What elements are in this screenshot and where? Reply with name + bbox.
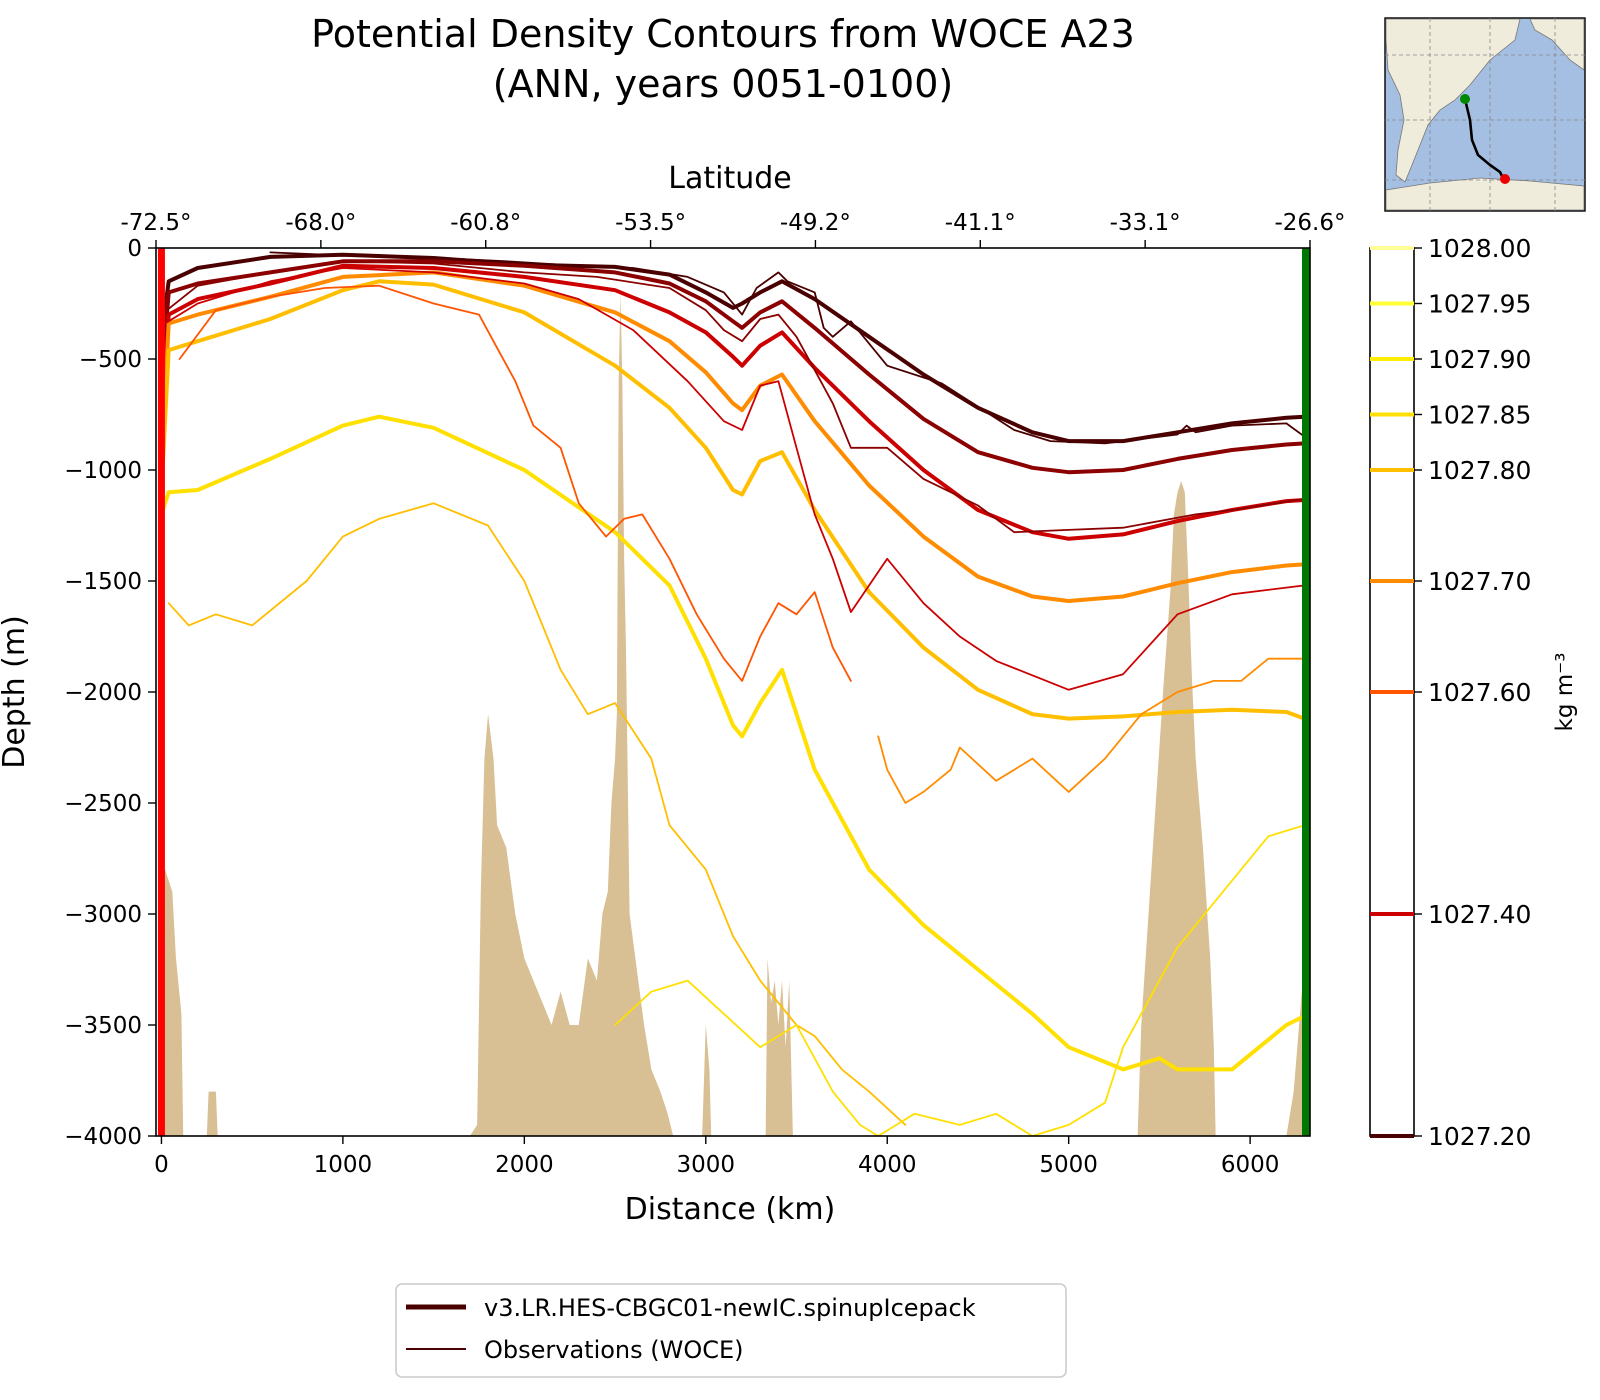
- legend-obs-label: Observations (WOCE): [484, 1336, 744, 1364]
- inset-map: [1384, 17, 1586, 212]
- obs-contour-12: [614, 824, 1306, 1136]
- section-end-marker: [1460, 94, 1470, 104]
- legend: v3.LR.HES-CBGC01-newIC.spinupIcepack Obs…: [395, 1283, 1067, 1378]
- x-tick-label: 4000: [858, 1152, 917, 1178]
- y-tick-label: 0: [127, 236, 142, 262]
- lat-tick-label: -41.1°: [945, 210, 1016, 236]
- y-tick-label: −3000: [64, 902, 142, 928]
- legend-model-label: v3.LR.HES-CBGC01-newIC.spinupIcepack: [484, 1294, 976, 1322]
- top-axis-label: Latitude: [668, 161, 791, 196]
- y-tick-label: −1000: [64, 458, 142, 484]
- x-tick-label: 3000: [677, 1152, 736, 1178]
- colorbar-tick-label: 1027.90: [1428, 345, 1531, 374]
- lat-tick-label: -53.5°: [615, 210, 686, 236]
- y-tick-label: −4000: [64, 1124, 142, 1150]
- colorbar-tick-label: 1027.85: [1428, 401, 1531, 430]
- model-contour-2: [159, 263, 1307, 541]
- x-axis-label: Distance (km): [625, 1192, 836, 1227]
- section-start-marker: [1500, 174, 1510, 184]
- colorbar-unit-label: kg m⁻³: [1552, 653, 1578, 732]
- colorbar-tick-label: 1028.00: [1428, 234, 1531, 263]
- obs-contour-6: [269, 251, 1306, 445]
- model-contour-4: [159, 279, 1307, 721]
- y-tick-label: −3500: [64, 1013, 142, 1039]
- south-america-shape: [1385, 18, 1521, 183]
- y-axis-label: Depth (m): [0, 615, 32, 769]
- obs-contour-10: [877, 657, 1306, 804]
- ticks-layer: 0 1000 2000 3000 4000 5000 6000 0 −500 −1000 −1500…: [64, 210, 1345, 1178]
- colorbar-tick-label: 1027.70: [1428, 567, 1531, 596]
- plot-area: [156, 248, 1310, 1136]
- y-tick-label: −2500: [64, 791, 142, 817]
- colorbar-tick-label: 1027.80: [1428, 456, 1531, 485]
- lat-tick-label: -49.2°: [780, 210, 851, 236]
- chart-subtitle: (ANN, years 0051-0100): [493, 62, 953, 106]
- lat-tick-label: -68.0°: [285, 210, 356, 236]
- y-tick-label: −1500: [64, 569, 142, 595]
- lat-tick-label: -26.6°: [1274, 210, 1345, 236]
- y-tick-label: −500: [79, 347, 142, 373]
- antarctica-shape: [1385, 177, 1585, 211]
- africa-shape: [1529, 18, 1585, 71]
- section-track-line: [1463, 98, 1505, 179]
- x-tick-label: 0: [154, 1152, 169, 1178]
- lat-tick-label: -60.8°: [450, 210, 521, 236]
- colorbar: 1028.00 1027.95 1027.90 1027.85 1027.80 1027.…: [1369, 234, 1531, 1151]
- obs-contour-11: [167, 502, 907, 1126]
- obs-contour-9: [178, 284, 852, 682]
- model-contour-5: [159, 414, 1307, 1072]
- plot-layer: [157, 248, 1310, 1136]
- lat-tick-label: -72.5°: [120, 210, 191, 236]
- colorbar-tick-label: 1027.60: [1428, 678, 1531, 707]
- bathymetry: [161, 292, 1303, 1136]
- y-tick-label: −2000: [64, 680, 142, 706]
- x-tick-label: 2000: [495, 1152, 554, 1178]
- x-tick-label: 6000: [1221, 1152, 1280, 1178]
- x-tick-label: 5000: [1039, 1152, 1098, 1178]
- colorbar-tick-label: 1027.20: [1428, 1122, 1531, 1151]
- lat-tick-label: -33.1°: [1110, 210, 1181, 236]
- obs-contour-8: [160, 267, 1306, 691]
- obs-contour-7: [160, 260, 1306, 534]
- chart-title: Potential Density Contours from WOCE A23: [311, 12, 1135, 56]
- x-tick-label: 1000: [314, 1152, 373, 1178]
- legend-box: [395, 1283, 1067, 1378]
- colorbar-tick-label: 1027.95: [1428, 290, 1531, 319]
- colorbar-tick-label: 1027.40: [1428, 900, 1531, 929]
